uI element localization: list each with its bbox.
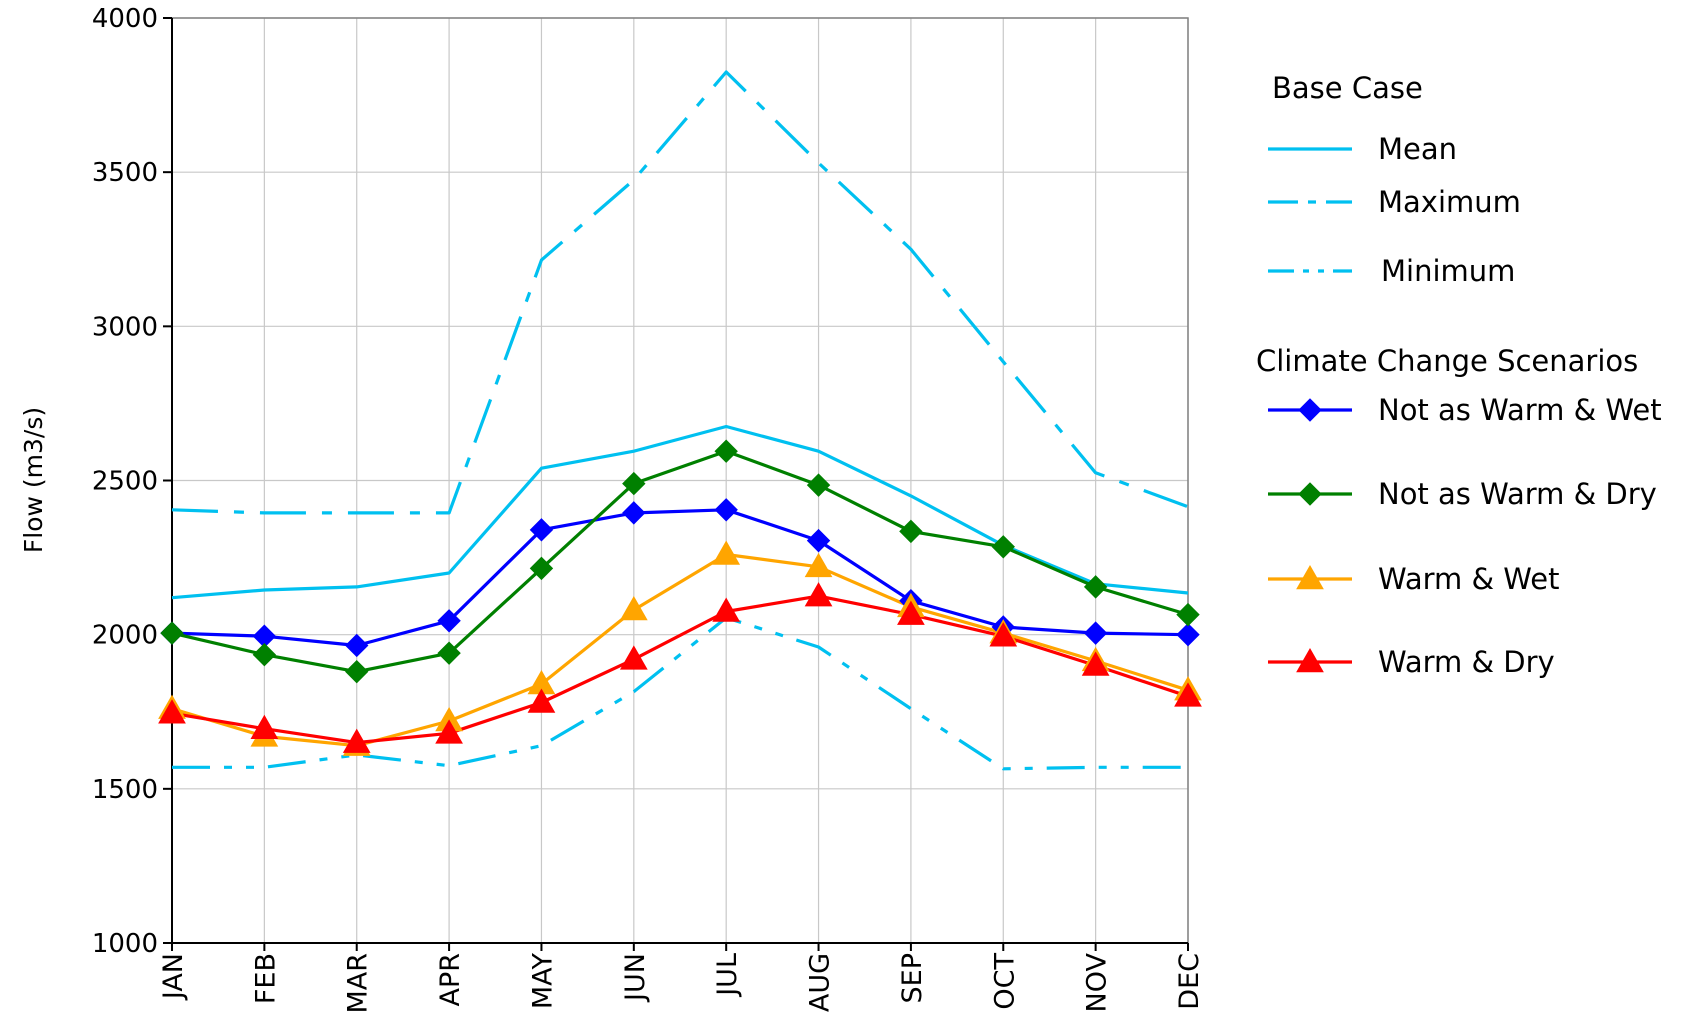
series-line-mean [171, 424, 1189, 600]
data-point-warm-and-dry [1081, 651, 1110, 676]
series-markers [158, 439, 1202, 756]
y-axis: 1000 1500 2000 2500 3000 3500 4000 [92, 4, 173, 959]
data-point-warm-and-dry [435, 719, 463, 744]
series-line-maximum [171, 70, 1189, 515]
data-point-not-as-warm-and-wet [806, 528, 831, 553]
data-point-warm-and-dry [712, 597, 741, 622]
x-tick-label-apr: APR [435, 953, 466, 1007]
data-point-not-as-warm-and-dry [1083, 575, 1108, 599]
data-point-warm-and-dry [342, 728, 371, 753]
data-point-not-as-warm-and-dry [899, 519, 923, 544]
data-point-not-as-warm-and-dry [1176, 602, 1200, 627]
x-tick-label-oct: OCT [989, 953, 1020, 1010]
data-point-warm-and-wet [804, 552, 833, 578]
data-point-not-as-warm-and-wet [1176, 622, 1200, 647]
data-point-not-as-warm-and-wet [622, 501, 646, 525]
data-point-warm-and-dry [527, 688, 556, 713]
data-point-not-as-warm-and-wet [345, 633, 369, 658]
series-lines [171, 70, 1189, 771]
data-point-warm-and-dry [1174, 682, 1202, 707]
data-point-not-as-warm-and-wet [1083, 621, 1108, 645]
grid [171, 17, 1189, 944]
series-line-not-as-warm-and-wet [171, 508, 1189, 648]
x-tick-label-may: MAY [527, 953, 558, 1010]
x-axis: JAN FEB MAR APR MAY JUN JUL AUG SEP OCT NOV DEC [158, 942, 1205, 1014]
x-tick-label-jul: JUL [712, 953, 743, 998]
legend-label-warm-and-dry: Warm & Dry [1378, 645, 1555, 679]
data-point-not-as-warm-and-dry [622, 471, 646, 496]
x-tick-label-jun: JUN [620, 953, 651, 1003]
x-tick-label-aug: AUG [805, 953, 836, 1012]
data-point-not-as-warm-and-dry [529, 556, 554, 581]
data-point-warm-and-dry [619, 645, 648, 670]
data-point-warm-and-dry [804, 582, 833, 607]
legend-label-minimum: Minimum [1381, 254, 1515, 288]
x-tick-label-mar: MAR [343, 953, 374, 1014]
y-tick-label: 1000 [92, 929, 158, 959]
legend-label-warm-and-wet: Warm & Wet [1378, 562, 1560, 596]
legend-group-climate-change-scenarios: Climate Change Scenarios [1256, 344, 1638, 378]
data-point-warm-and-dry [158, 699, 186, 724]
data-point-not-as-warm-and-wet [529, 518, 554, 542]
legend-marker-warm-and-dry [1296, 647, 1324, 673]
legend-label-maximum: Maximum [1378, 185, 1521, 219]
x-tick-label-jan: JAN [158, 953, 189, 1001]
data-point-not-as-warm-and-dry [345, 659, 369, 684]
data-point-not-as-warm-and-dry [714, 439, 738, 463]
legend-label-not-as-warm-and-wet: Not as Warm & Wet [1378, 393, 1662, 427]
x-tick-label-sep: SEP [897, 953, 928, 1003]
data-point-not-as-warm-and-wet [714, 498, 738, 522]
legend-group-base-case: Base Case [1272, 71, 1423, 105]
x-tick-label-feb: FEB [250, 953, 281, 1004]
data-point-not-as-warm-and-dry [806, 473, 831, 497]
data-point-warm-and-wet [619, 595, 648, 621]
y-tick-label: 3500 [92, 158, 158, 188]
data-point-not-as-warm-and-wet [437, 609, 461, 633]
data-point-not-as-warm-and-dry [252, 643, 277, 667]
y-tick-label: 1500 [92, 775, 158, 805]
x-tick-label-dec: DEC [1174, 953, 1205, 1010]
y-tick-label: 2000 [92, 621, 158, 651]
data-point-warm-and-wet [712, 540, 741, 565]
legend: Base Case Climate Change Scenarios Mean Max… [1256, 71, 1662, 679]
data-point-not-as-warm-and-dry [160, 621, 184, 645]
y-tick-label: 4000 [92, 4, 158, 34]
legend-label-mean: Mean [1378, 132, 1457, 166]
series-line-not-as-warm-and-dry [171, 449, 1189, 674]
data-point-not-as-warm-and-dry [991, 535, 1015, 559]
legend-marker-warm-and-wet [1296, 564, 1324, 590]
y-tick-label: 2500 [92, 467, 158, 497]
y-tick-label: 3000 [92, 312, 158, 342]
series-line-minimum [172, 616, 1188, 771]
x-tick-label-nov: NOV [1082, 952, 1113, 1012]
legend-marker-not-as-warm-and-wet [1298, 398, 1322, 422]
series-line-warm-and-dry [171, 594, 1189, 745]
data-point-warm-and-dry [250, 714, 279, 739]
legend-marker-not-as-warm-and-dry [1298, 482, 1322, 506]
legend-label-not-as-warm-and-dry: Not as Warm & Dry [1378, 477, 1657, 511]
y-axis-title: Flow (m3/s) [19, 407, 48, 553]
series-line-warm-and-wet [171, 552, 1189, 748]
data-point-not-as-warm-and-dry [437, 641, 461, 665]
data-point-warm-and-dry [989, 622, 1018, 647]
data-point-warm-and-dry [897, 600, 925, 625]
